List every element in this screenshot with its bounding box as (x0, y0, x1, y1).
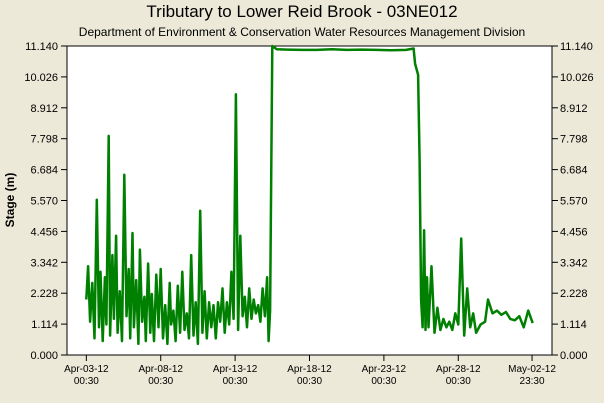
y-tick-label-right: 11.140 (560, 41, 593, 53)
y-tick-label-left: 10.026 (24, 72, 58, 84)
chart-title: Tributary to Lower Reid Brook - 03NE012 (146, 2, 458, 21)
x-tick-label-time: 00:30 (74, 376, 99, 387)
x-tick-label-date: Apr-03-12 (64, 364, 109, 375)
y-tick-label-right: 10.026 (560, 72, 594, 84)
y-tick-label-left: 7.798 (30, 134, 58, 146)
x-tick-label-date: May-02-12 (508, 364, 556, 375)
y-tick-label-left: 3.342 (30, 257, 58, 269)
x-tick-label-date: Apr-08-12 (138, 364, 183, 375)
y-tick-label-right: 1.114 (560, 319, 587, 331)
y-axis-label: Stage (m) (3, 173, 17, 228)
y-tick-label-left: 1.114 (31, 319, 58, 331)
series-line (85, 44, 534, 346)
y-tick-label-right: 2.228 (560, 288, 588, 300)
x-tick-label-date: Apr-13-12 (213, 364, 258, 375)
y-tick-label-left: 8.912 (30, 103, 58, 115)
x-tick-label-time: 00:30 (446, 376, 471, 387)
y-tick-label-right: 3.342 (560, 257, 588, 269)
chart-subtitle: Department of Environment & Conservation… (78, 25, 526, 39)
y-tick-label-left: 0.000 (30, 350, 58, 362)
series-group (85, 44, 534, 346)
y-tick-label-left: 11.140 (25, 41, 58, 53)
y-axis-left: 0.000 1.114 2.228 3.342 4.456 5.570 6.684 7.798… (24, 41, 67, 362)
y-tick-label-right: 6.684 (560, 165, 588, 177)
x-tick-label-date: Apr-23-12 (362, 364, 407, 375)
y-tick-label-left: 6.684 (30, 165, 58, 177)
y-tick-label-right: 0.000 (560, 350, 588, 362)
x-tick-label-time: 00:30 (223, 376, 248, 387)
y-tick-label-right: 4.456 (560, 226, 588, 238)
x-axis: Apr-03-1200:30Apr-08-1200:30Apr-13-1200:… (64, 355, 556, 387)
y-axis-right: 0.000 1.114 2.228 3.342 4.456 5.570 6.684 7.798… (552, 41, 594, 362)
x-tick-label-time: 00:30 (148, 376, 173, 387)
x-tick-label-time: 00:30 (371, 376, 396, 387)
x-tick-label-date: Apr-18-12 (287, 364, 332, 375)
y-tick-label-right: 7.798 (560, 134, 588, 146)
y-tick-label-left: 2.228 (30, 288, 58, 300)
x-tick-label-date: Apr-28-12 (436, 364, 481, 375)
y-tick-label-left: 5.570 (30, 196, 58, 208)
x-tick-label-time: 23:30 (520, 376, 545, 387)
y-tick-label-right: 8.912 (560, 103, 588, 115)
x-tick-label-time: 00:30 (297, 376, 322, 387)
y-tick-label-left: 4.456 (30, 226, 58, 238)
y-tick-label-right: 5.570 (560, 196, 588, 208)
